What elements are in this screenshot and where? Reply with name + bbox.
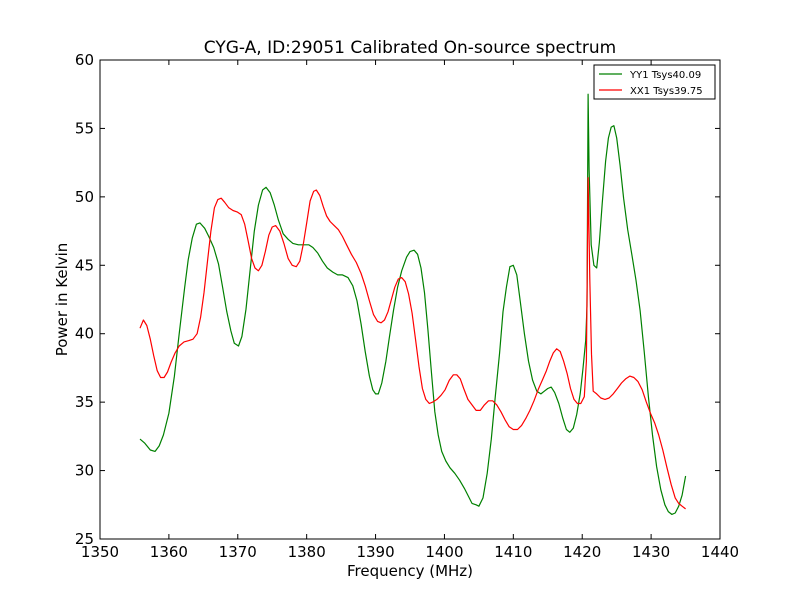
chart-title: CYG-A, ID:29051 Calibrated On-source spe… <box>204 38 616 58</box>
y-tick-label: 60 <box>75 51 94 69</box>
legend: YY1 Tsys40.09 XX1 Tsys39.75 <box>593 64 716 100</box>
x-tick-label: 1420 <box>563 543 601 561</box>
y-tick-label: 55 <box>75 119 94 137</box>
x-tick-label: 1370 <box>219 543 257 561</box>
x-tick-label: 1440 <box>701 543 739 561</box>
legend-label-yy1: YY1 Tsys40.09 <box>629 70 701 81</box>
ticks-layer: 1350 1360 1370 1380 1390 1400 1410 1420 1430 1440… <box>75 51 739 561</box>
x-tick-label: 1430 <box>632 543 670 561</box>
x-tick-label: 1380 <box>288 543 326 561</box>
series-line-xx1 <box>139 177 686 510</box>
x-tick-label: 1390 <box>356 543 394 561</box>
x-tick-label: 1360 <box>150 543 188 561</box>
y-tick-label: 35 <box>75 393 94 411</box>
y-tick-label: 45 <box>75 256 94 274</box>
y-tick-label: 50 <box>75 188 94 206</box>
x-axis-label: Frequency (MHz) <box>347 562 473 580</box>
plot-frame <box>99 59 721 540</box>
series-line-yy1 <box>139 93 687 516</box>
x-tick-label: 1400 <box>425 543 463 561</box>
x-tick-label: 1410 <box>494 543 532 561</box>
y-axis-label: Power in Kelvin <box>53 243 71 357</box>
legend-box <box>593 64 716 100</box>
y-tick-label: 30 <box>75 462 94 480</box>
x-tick-label: 1350 <box>81 543 119 561</box>
series-layer <box>139 93 687 516</box>
y-tick-label: 40 <box>75 325 94 343</box>
y-tick-label: 25 <box>75 530 94 548</box>
legend-label-xx1: XX1 Tsys39.75 <box>630 86 703 97</box>
